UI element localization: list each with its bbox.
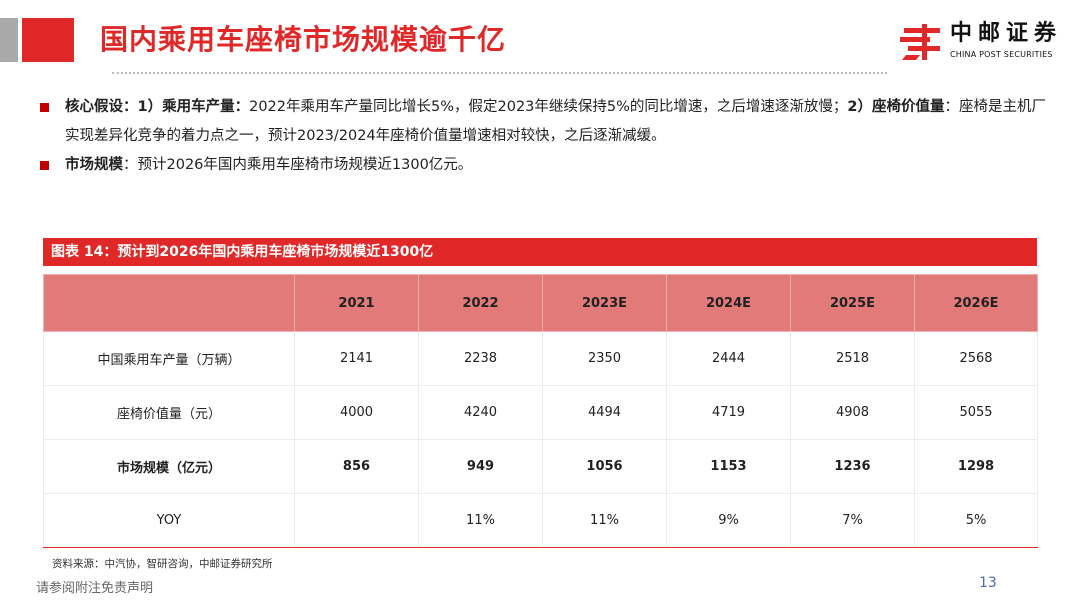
title-divider bbox=[112, 72, 887, 74]
row-label-cell: 市场规模（亿元） bbox=[43, 439, 295, 494]
table-header-cell: 2026E bbox=[914, 274, 1038, 332]
bullet-text: 2022年乘用车产量同比增长5%，假定2023年继续保持5%的同比增速，之后增速… bbox=[249, 99, 848, 115]
table-cell: 1298 bbox=[914, 439, 1038, 494]
table-cell: 2568 bbox=[914, 331, 1038, 386]
bullet-market-size: 市场规模：预计2026年国内乘用车座椅市场规模近1300亿元。 bbox=[40, 151, 1050, 180]
source-note: 资料来源：中汽协，智研咨询，中邮证券研究所 bbox=[52, 558, 273, 570]
bullet-text: ：座椅是主机厂实现差异化竞争的着力点之一，预计2023/2024年座椅价值量增速… bbox=[65, 99, 1046, 144]
bullet-square-icon bbox=[40, 161, 49, 170]
logo-english-text: CHINA POST SECURITIES bbox=[950, 50, 1053, 59]
table-header-cell: 2024E bbox=[666, 274, 791, 332]
table-header-cell: 2022 bbox=[418, 274, 543, 332]
page-number: 13 bbox=[979, 575, 997, 591]
disclaimer-note: 请参阅附注免责声明 bbox=[36, 581, 154, 596]
table-cell: 4908 bbox=[790, 385, 915, 440]
table-cell: 4240 bbox=[418, 385, 543, 440]
table-header-cell: 2025E bbox=[790, 274, 915, 332]
table-cell: 2444 bbox=[666, 331, 791, 386]
bullet-bold-text: 市场规模 bbox=[65, 157, 123, 173]
table-cell: 856 bbox=[294, 439, 419, 494]
bullet-core-assumptions: 核心假设：1）乘用车产量：2022年乘用车产量同比增长5%，假定2023年继续保… bbox=[40, 93, 1050, 151]
table-cell: 1056 bbox=[542, 439, 667, 494]
header-red-block bbox=[22, 18, 74, 62]
table-cell: 2518 bbox=[790, 331, 915, 386]
table-cell: 4000 bbox=[294, 385, 419, 440]
bullet-bold-text: 2）座椅价值量 bbox=[847, 99, 945, 115]
header-gray-block bbox=[0, 18, 18, 62]
table-header-cell: 2023E bbox=[542, 274, 667, 332]
table-cell: 949 bbox=[418, 439, 543, 494]
table-cell: 5055 bbox=[914, 385, 1038, 440]
table-header-cell: 2021 bbox=[294, 274, 419, 332]
table-row: YOY 11% 11% 9% 7% 5% bbox=[43, 493, 1038, 548]
row-label-cell: YOY bbox=[43, 493, 295, 548]
table-row: 中国乘用车产量（万辆） 2141 2238 2350 2444 2518 2568 bbox=[43, 331, 1038, 386]
table-row: 座椅价值量（元） 4000 4240 4494 4719 4908 5055 bbox=[43, 385, 1038, 440]
table-cell: 5% bbox=[914, 493, 1038, 548]
data-table: 2021 2022 2023E 2024E 2025E 2026E 中国乘用车产… bbox=[43, 274, 1038, 548]
table-cell: 2141 bbox=[294, 331, 419, 386]
table-row: 市场规模（亿元） 856 949 1056 1153 1236 1298 bbox=[43, 439, 1038, 494]
bullet-bold-text: 核心假设：1）乘用车产量： bbox=[65, 99, 250, 115]
company-logo: 中邮证券 CHINA POST SECURITIES bbox=[900, 20, 1070, 66]
table-cell: 9% bbox=[666, 493, 791, 548]
bullet-square-icon bbox=[40, 103, 49, 112]
page-title: 国内乘用车座椅市场规模逾千亿 bbox=[100, 23, 507, 56]
table-cell: 1236 bbox=[790, 439, 915, 494]
row-label-cell: 座椅价值量（元） bbox=[43, 385, 295, 440]
table-cell: 11% bbox=[418, 493, 543, 548]
table-body: 中国乘用车产量（万辆） 2141 2238 2350 2444 2518 2568 座椅价值量… bbox=[43, 331, 1038, 548]
table-header-cell bbox=[43, 274, 295, 332]
table-cell: 2350 bbox=[542, 331, 667, 386]
row-label-cell: 中国乘用车产量（万辆） bbox=[43, 331, 295, 386]
figure-caption: 图表 14：预计到2026年国内乘用车座椅市场规模近1300亿 bbox=[43, 238, 1037, 266]
china-post-logo-icon bbox=[900, 24, 940, 60]
table-cell: 4494 bbox=[542, 385, 667, 440]
table-cell: 7% bbox=[790, 493, 915, 548]
bullet-text: ：预计2026年国内乘用车座椅市场规模近1300亿元。 bbox=[123, 157, 473, 173]
logo-chinese-text: 中邮证券 bbox=[950, 21, 1063, 46]
table-cell bbox=[294, 493, 419, 548]
table-cell: 4719 bbox=[666, 385, 791, 440]
bullet-list: 核心假设：1）乘用车产量：2022年乘用车产量同比增长5%，假定2023年继续保… bbox=[40, 93, 1050, 180]
table-cell: 1153 bbox=[666, 439, 791, 494]
table-cell: 2238 bbox=[418, 331, 543, 386]
table-header-row: 2021 2022 2023E 2024E 2025E 2026E bbox=[43, 274, 1038, 332]
table-cell: 11% bbox=[542, 493, 667, 548]
